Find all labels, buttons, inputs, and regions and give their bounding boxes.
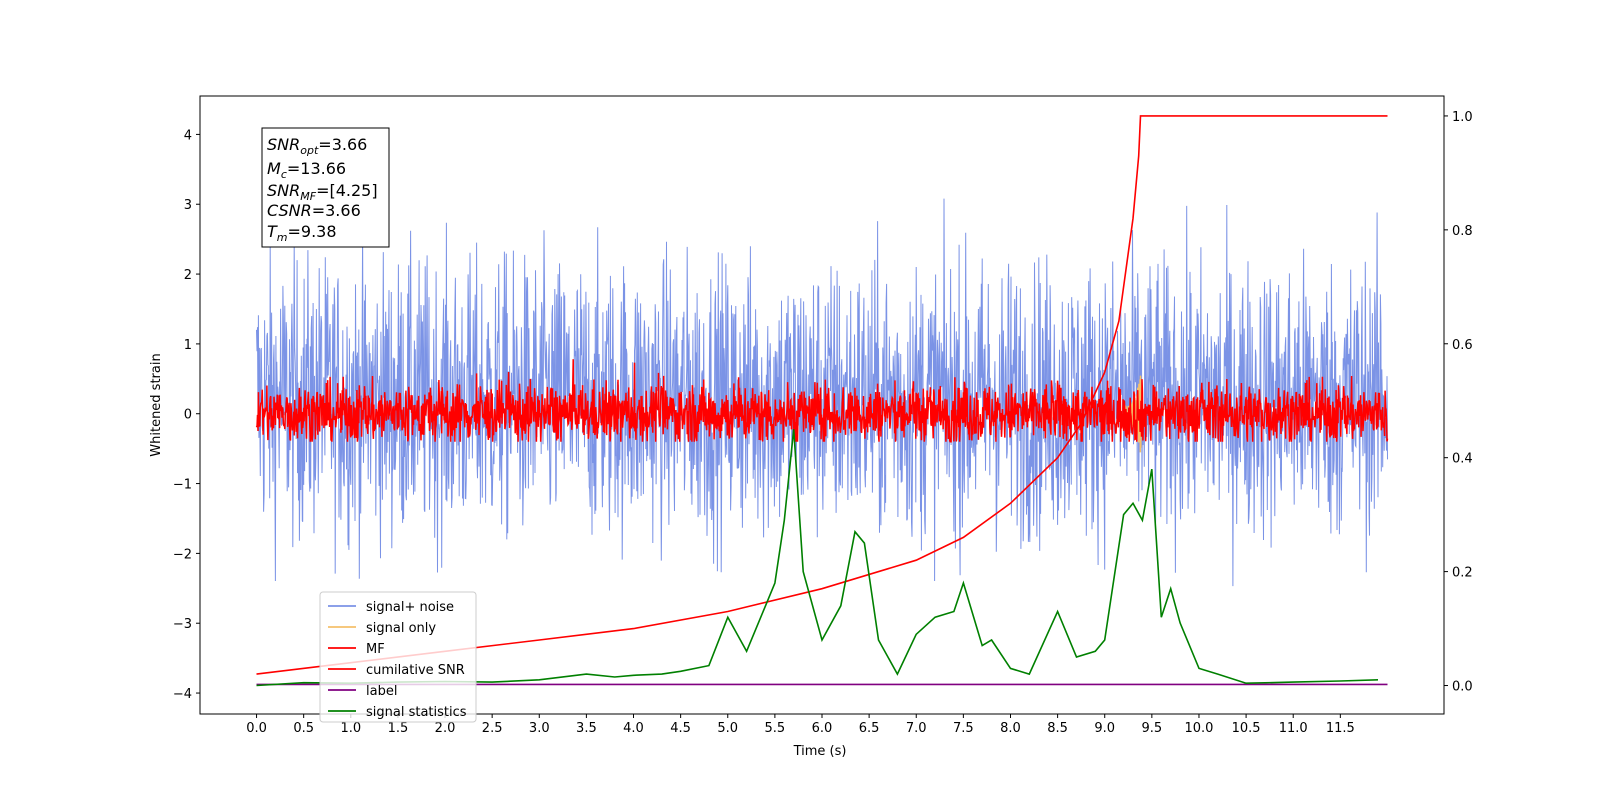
- annotation-tm: Tm=9.38: [267, 222, 337, 244]
- x-tick-label: 2.5: [482, 721, 503, 736]
- x-tick-label: 1.5: [388, 721, 409, 736]
- annotation-mc: Mc=13.66: [267, 159, 346, 181]
- x-tick-label: 7.0: [906, 721, 927, 736]
- x-tick-label: 3.5: [576, 721, 597, 736]
- x-tick-label: 1.0: [340, 721, 361, 736]
- y2-tick-label: 0.6: [1452, 338, 1473, 353]
- y-tick-label: 0: [184, 408, 192, 423]
- annotation-csnr: CSNR=3.66: [267, 201, 361, 220]
- y-tick-label: −3: [173, 617, 192, 632]
- y2-tick-label: 0.8: [1452, 224, 1473, 239]
- annotation-snr-opt: SNRopt=3.66: [267, 135, 367, 157]
- x-tick-label: 6.5: [859, 721, 880, 736]
- legend: signal+ noise signal only MF cumilative SNR…: [319, 591, 477, 723]
- annotation-snr-mf: SNRMF=[4.25]: [267, 181, 378, 203]
- x-tick-label: 5.5: [765, 721, 786, 736]
- x-tick-label: 7.5: [953, 721, 974, 736]
- y-tick-label: 3: [184, 198, 192, 213]
- legend-label: signal only: [366, 621, 436, 636]
- annotation-box: SNRopt=3.66 Mc=13.66 SNRMF=[4.25] CSNR=3…: [261, 127, 390, 248]
- x-tick-label: 6.0: [812, 721, 833, 736]
- y2-tick-label: 0.0: [1452, 680, 1473, 695]
- y-tick-label: −2: [173, 547, 192, 562]
- x-tick-label: 0.0: [246, 721, 267, 736]
- y-axis-label: Whitened strain: [149, 353, 164, 456]
- y-tick-label: 4: [184, 128, 192, 143]
- legend-label: signal+ noise: [366, 600, 454, 615]
- y2-tick-label: 0.2: [1452, 566, 1473, 581]
- y-tick-label: 2: [184, 268, 192, 283]
- y-axis-left: 4 3 2 1 0 −1 −2 −3 −4: [173, 128, 200, 702]
- legend-label: cumilative SNR: [366, 663, 465, 678]
- x-tick-label: 9.5: [1142, 721, 1163, 736]
- x-tick-label: 3.0: [529, 721, 550, 736]
- y-tick-label: −1: [173, 478, 192, 493]
- y2-tick-label: 1.0: [1452, 110, 1473, 125]
- x-tick-label: 0.5: [293, 721, 314, 736]
- legend-label: signal statistics: [366, 705, 467, 720]
- x-tick-label: 4.5: [670, 721, 691, 736]
- x-tick-label: 2.0: [435, 721, 456, 736]
- series-cumulative-snr: [256, 115, 1388, 675]
- y-tick-label: −4: [173, 687, 192, 702]
- x-tick-label: 9.0: [1094, 721, 1115, 736]
- x-tick-label: 8.0: [1000, 721, 1021, 736]
- x-axis: 0.0 0.5 1.0 1.5 2.0 2.5 3.0 3.5 4.0 4.5 5.0 5.5 6.0 6…: [246, 714, 1355, 736]
- x-tick-label: 5.0: [717, 721, 738, 736]
- x-tick-label: 11.5: [1326, 721, 1355, 736]
- annotation-frame: [261, 127, 390, 248]
- legend-label: MF: [366, 642, 385, 657]
- y-tick-label: 1: [184, 338, 192, 353]
- y2-tick-label: 0.4: [1452, 452, 1473, 467]
- x-axis-label: Time (s): [793, 744, 847, 759]
- y-axis-right: 1.0 0.8 0.6 0.4 0.2 0.0: [1444, 110, 1473, 695]
- legend-label: label: [366, 684, 397, 699]
- x-tick-label: 11.0: [1279, 721, 1308, 736]
- series-signal-statistics: [256, 429, 1379, 687]
- x-tick-label: 10.0: [1184, 721, 1213, 736]
- series-mf: [255, 359, 1389, 443]
- x-tick-label: 4.0: [623, 721, 644, 736]
- legend-frame: [319, 591, 477, 723]
- x-tick-label: 10.5: [1232, 721, 1261, 736]
- x-tick-label: 8.5: [1047, 721, 1068, 736]
